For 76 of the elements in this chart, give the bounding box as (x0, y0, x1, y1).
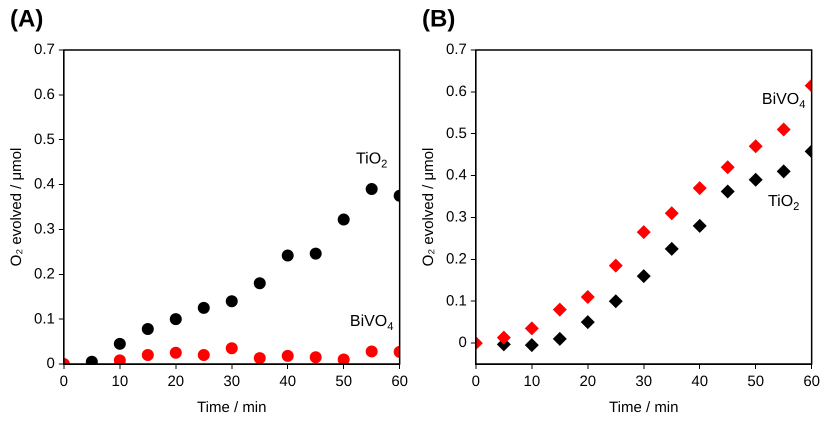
point (310, 248, 322, 260)
point (664, 206, 679, 220)
x-tick-label: 40 (279, 373, 296, 390)
point (338, 214, 350, 226)
point (776, 122, 791, 137)
x-axis-title: Time / min (609, 399, 678, 416)
y-tick-label: 0.1 (446, 292, 467, 310)
point (198, 302, 210, 314)
point (226, 295, 238, 308)
point (524, 321, 539, 336)
y-tick-label: 0.5 (446, 124, 467, 142)
x-tick-label: 60 (391, 373, 408, 390)
x-tick-label: 30 (223, 373, 240, 390)
text: (A) (10, 6, 44, 33)
x-tick-label: 50 (747, 373, 764, 390)
point (664, 242, 679, 256)
point (720, 160, 735, 174)
y-tick-label: 0 (46, 355, 55, 372)
y-axis-title: O₂ evolved / μmol (8, 148, 26, 266)
point (720, 184, 735, 199)
x-tick-label: 30 (635, 373, 652, 390)
point (282, 350, 294, 362)
point (748, 139, 763, 154)
y-tick-label: 0.3 (446, 208, 467, 226)
y-tick-label: 0.3 (34, 220, 55, 238)
point (552, 332, 567, 346)
point (142, 323, 154, 336)
x-tick-label: 20 (579, 373, 596, 390)
text: (B) (422, 6, 456, 33)
point (608, 294, 623, 308)
point (580, 315, 595, 330)
y-axis-title: O₂ evolved / μmol (420, 148, 438, 266)
point (170, 346, 182, 359)
y-tick-label: 0.5 (34, 130, 55, 148)
point (608, 258, 623, 273)
point (748, 172, 763, 187)
x-tick-label: 0 (60, 373, 68, 390)
y-tick-label: 0.7 (34, 41, 55, 58)
x-tick-label: 20 (167, 373, 184, 390)
point (198, 349, 210, 362)
point (366, 183, 378, 196)
point (692, 218, 707, 233)
point (496, 330, 511, 345)
point (114, 338, 126, 350)
point (524, 338, 539, 352)
y-tick-label: 0 (458, 334, 467, 352)
point (636, 269, 651, 284)
point (552, 302, 567, 317)
point (254, 277, 266, 290)
point (310, 351, 322, 364)
y-tick-label: 0.2 (34, 265, 55, 282)
point (366, 345, 378, 358)
x-tick-label: 50 (335, 373, 352, 390)
y-tick-label: 0.2 (446, 250, 467, 268)
y-tick-label: 0.1 (34, 310, 55, 328)
y-tick-label: 0.6 (34, 86, 55, 103)
y-tick-label: 0.7 (446, 41, 467, 58)
point (776, 164, 791, 178)
x-tick-label: 0 (472, 373, 480, 390)
point (142, 349, 154, 362)
y-tick-label: 0.4 (446, 166, 467, 184)
x-tick-label: 60 (803, 373, 820, 390)
y-tick-label: 0.6 (446, 83, 467, 100)
point (580, 290, 595, 304)
point (226, 342, 238, 354)
point (636, 225, 651, 240)
point (170, 313, 182, 326)
y-tick-label: 0.4 (34, 176, 55, 193)
x-tick-label: 40 (691, 373, 708, 390)
x-axis-title: Time / min (197, 399, 266, 416)
point (254, 352, 266, 364)
point (338, 354, 350, 364)
point (692, 181, 707, 196)
x-tick-label: 10 (111, 373, 128, 390)
x-tick-label: 10 (523, 373, 540, 390)
point (282, 249, 294, 262)
